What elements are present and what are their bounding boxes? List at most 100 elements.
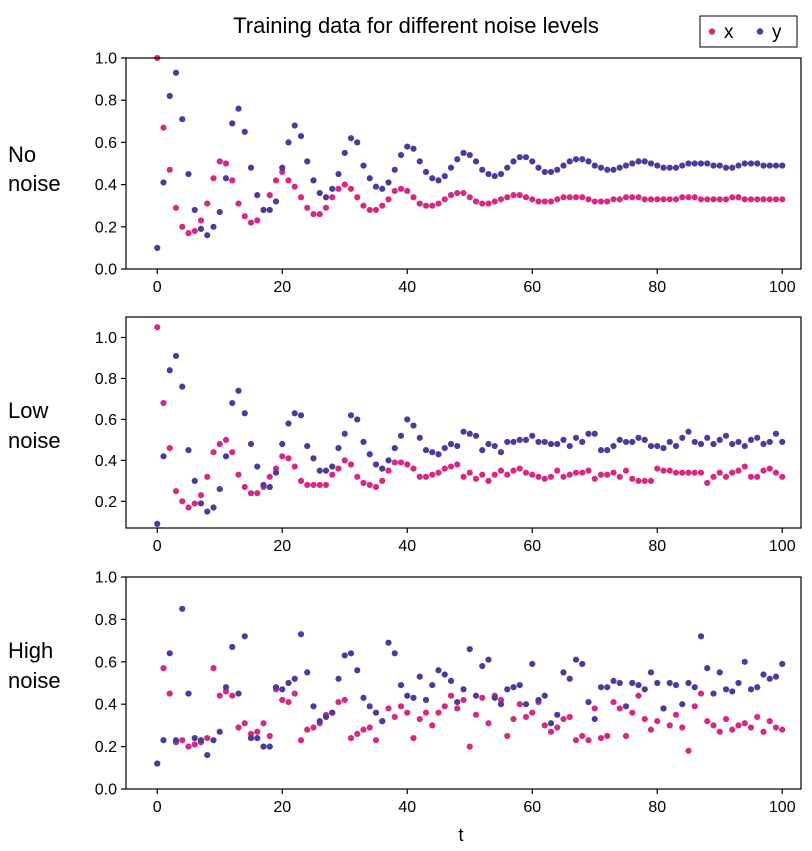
point-x (716, 196, 723, 203)
point-y (316, 718, 323, 725)
point-x (204, 735, 211, 742)
point-x (622, 194, 630, 201)
point-y (279, 164, 286, 171)
y-tick-label: 0.8 (95, 612, 117, 629)
point-y (491, 173, 498, 180)
point-x (772, 724, 780, 731)
point-y (335, 675, 342, 682)
point-y (722, 686, 730, 693)
point-x (241, 213, 248, 220)
point-x (416, 200, 423, 207)
point-y (491, 694, 498, 701)
point-x (716, 469, 723, 476)
point-x (735, 722, 742, 729)
x-tick-label: 100 (769, 799, 796, 816)
point-x (647, 726, 655, 733)
point-x (741, 720, 748, 727)
point-y (466, 430, 473, 437)
point-x (666, 196, 673, 203)
point-y (354, 139, 361, 146)
point-y (335, 170, 342, 178)
point-y (404, 692, 411, 699)
point-x (497, 467, 505, 474)
point-x (485, 200, 492, 207)
panel-3: High noise 0 20 40 60 80 100 0.0 0.2 0.4 0.6 0.8 1.0 (8, 570, 802, 816)
point-x (422, 202, 430, 209)
point-x (335, 465, 342, 472)
point-y (535, 164, 542, 171)
point-y (604, 447, 611, 454)
point-y (529, 158, 536, 165)
point-x (610, 469, 617, 476)
point-x (210, 665, 217, 672)
point-x (210, 175, 217, 182)
point-y (241, 633, 248, 640)
point-y (585, 698, 592, 706)
x-tick-label: 40 (398, 799, 416, 816)
point-x (691, 469, 698, 476)
point-x (316, 211, 323, 218)
point-x (522, 469, 530, 476)
point-y (504, 438, 511, 446)
point-x (341, 181, 348, 188)
point-y (647, 669, 655, 676)
point-y (160, 737, 167, 744)
point-x (379, 202, 386, 209)
point-y (372, 183, 380, 190)
point-y (741, 160, 748, 167)
point-x (341, 696, 348, 704)
point-y (660, 445, 667, 452)
legend-frame (699, 15, 798, 48)
point-x (297, 737, 305, 744)
point-y (510, 158, 517, 165)
point-y (647, 442, 655, 450)
y-tick-label: 0.6 (95, 135, 117, 152)
point-x (222, 160, 230, 167)
point-y (447, 677, 455, 684)
point-y (747, 160, 755, 167)
x-axis-label: t (458, 825, 463, 845)
point-y (254, 192, 261, 199)
point-y (597, 684, 605, 691)
x-tick-label: 80 (648, 799, 666, 816)
point-x (304, 481, 311, 489)
point-x (235, 724, 242, 731)
point-y (410, 145, 417, 152)
point-x (266, 732, 273, 740)
point-y (735, 162, 742, 169)
point-x (716, 728, 723, 735)
point-x (410, 465, 417, 472)
point-y (210, 223, 217, 230)
point-y (322, 713, 330, 721)
point-x (441, 465, 448, 472)
point-y (472, 432, 480, 439)
point-x (516, 465, 523, 472)
point-y (260, 481, 267, 489)
point-y (272, 198, 280, 205)
point-x (735, 467, 742, 474)
point-y (641, 158, 648, 165)
point-y (222, 175, 230, 182)
point-y (254, 463, 261, 470)
point-y (566, 158, 573, 165)
point-x (535, 473, 542, 480)
point-y (422, 447, 430, 454)
y-tick-label: 0.6 (95, 654, 117, 671)
point-y (166, 650, 173, 657)
point-x (235, 200, 242, 207)
point-x (572, 737, 580, 744)
point-x (466, 194, 473, 201)
point-x (779, 196, 786, 203)
point-x (410, 194, 417, 201)
point-x (741, 463, 748, 470)
point-y (697, 160, 705, 167)
point-x (466, 469, 473, 476)
point-x (160, 399, 167, 407)
point-x (754, 713, 761, 721)
point-x (522, 194, 530, 201)
point-x (554, 724, 561, 731)
point-x (497, 696, 505, 704)
point-y (372, 461, 380, 468)
point-x (554, 467, 561, 474)
point-x (472, 475, 480, 482)
